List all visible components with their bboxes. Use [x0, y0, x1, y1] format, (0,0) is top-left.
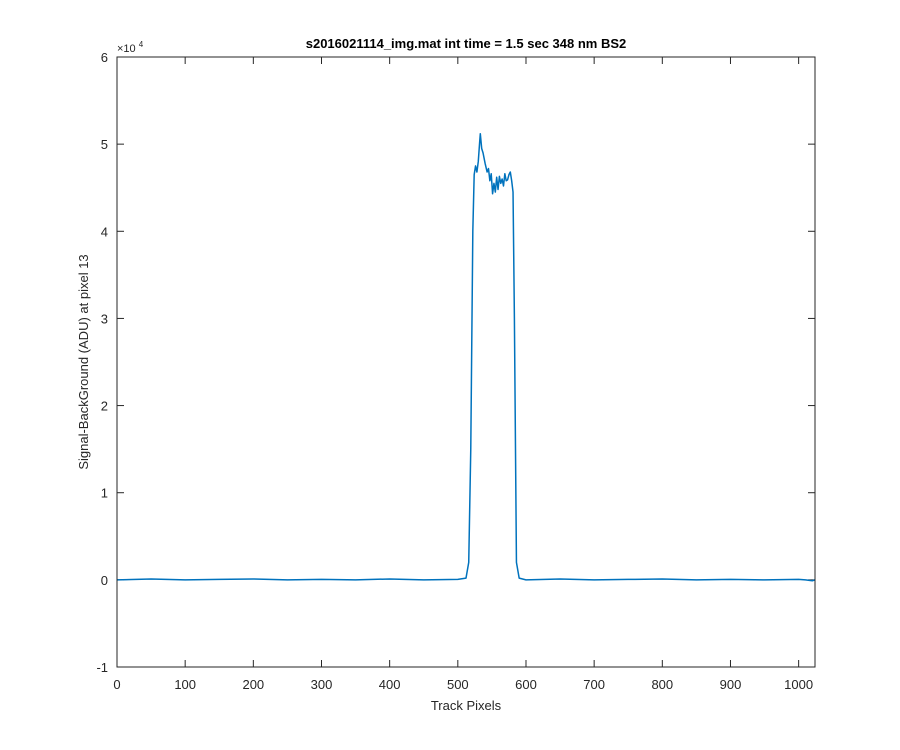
y-tick-label: 1: [101, 486, 108, 501]
x-tick-label: 800: [651, 677, 673, 692]
y-exponent-power: 4: [139, 40, 144, 49]
x-tick-label: 100: [174, 677, 196, 692]
chart-title: s2016021114_img.mat int time = 1.5 sec 3…: [306, 36, 627, 51]
y-exponent-base: ×10: [117, 43, 136, 55]
x-tick-label: 500: [447, 677, 469, 692]
x-tick-label: 400: [379, 677, 401, 692]
x-tick-label: 700: [583, 677, 605, 692]
y-tick-label: 5: [101, 137, 108, 152]
y-tick-label: 3: [101, 311, 108, 326]
x-axis-ticks: 0 100 200 300 400 500 600 700 800 900 1000: [113, 57, 813, 692]
plot-frame: [116, 56, 816, 668]
y-tick-label: 0: [101, 573, 108, 588]
x-tick-label: 600: [515, 677, 537, 692]
y-tick-label: 4: [101, 224, 108, 239]
y-tick-label: 6: [101, 50, 108, 65]
x-axis-label: Track Pixels: [431, 698, 502, 713]
data-series-line: [116, 132, 816, 582]
x-tick-label: 0: [113, 677, 120, 692]
x-tick-label: 1000: [784, 677, 813, 692]
y-tick-label: 2: [101, 399, 108, 414]
y-tick-label: -1: [96, 660, 108, 675]
y-axis-label: Signal-BackGround (ADU) at pixel 13: [76, 254, 91, 469]
plot-background: [117, 57, 815, 667]
y-axis-exponent: ×10 4: [117, 40, 144, 55]
x-tick-label: 200: [242, 677, 264, 692]
x-tick-label: 300: [311, 677, 333, 692]
x-tick-label: 900: [720, 677, 742, 692]
